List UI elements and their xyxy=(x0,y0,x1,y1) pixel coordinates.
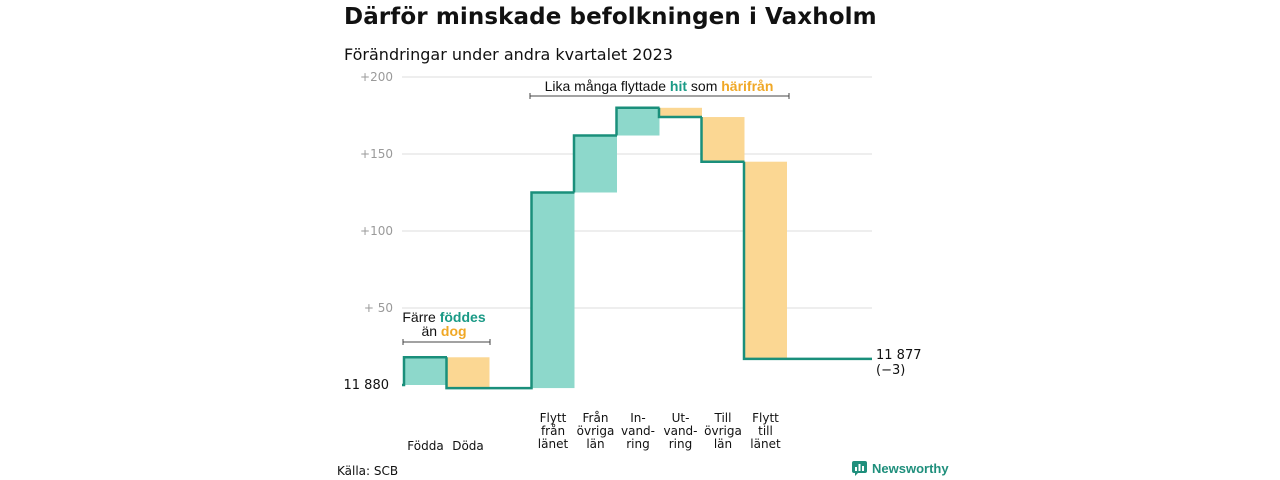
waterfall-bar xyxy=(659,107,702,118)
brand-logo[interactable]: Newsworthy xyxy=(852,461,949,476)
category-label: Ut-vand-ring xyxy=(663,411,697,451)
category-label: Till övriga län xyxy=(704,411,742,451)
brand-label: Newsworthy xyxy=(872,461,949,476)
bar-chart-icon xyxy=(852,461,867,476)
chart-subtitle: Förändringar under andra kvartalet 2023 xyxy=(344,45,673,64)
y-tick-label: +100 xyxy=(360,224,393,238)
start-value-label: 11 880 xyxy=(344,378,390,393)
category-label: Döda xyxy=(452,439,484,453)
y-tick-label: +150 xyxy=(360,147,393,161)
waterfall-bar xyxy=(446,357,490,389)
category-label: Flytt från länet xyxy=(538,411,569,451)
waterfall-bar xyxy=(701,117,745,162)
waterfall-bar xyxy=(744,161,787,359)
category-label: In-vand-ring xyxy=(621,411,655,451)
y-tick-label: +200 xyxy=(360,70,393,84)
category-label: Från övriga län xyxy=(577,411,615,451)
cumulative-line xyxy=(402,106,872,390)
end-change-label: (−3) xyxy=(876,363,905,378)
waterfall-bar xyxy=(404,357,447,385)
annotation-births-line1: Färre föddes xyxy=(402,309,485,325)
category-label: Flytt till länet xyxy=(750,411,781,451)
waterfall-bar xyxy=(616,107,660,136)
category-label: Födda xyxy=(407,439,443,453)
waterfall-bar xyxy=(531,192,575,389)
waterfall-bar xyxy=(574,135,617,193)
annotation-births-line2: än dog xyxy=(421,323,466,339)
y-tick-label: + 50 xyxy=(364,301,393,315)
annotation-moves: Lika många flyttade hit som härifrån xyxy=(545,78,774,94)
end-value-label: 11 877 xyxy=(876,348,922,363)
chart-title: Därför minskade befolkningen i Vaxholm xyxy=(344,4,877,30)
source-note: Källa: SCB xyxy=(337,464,399,478)
